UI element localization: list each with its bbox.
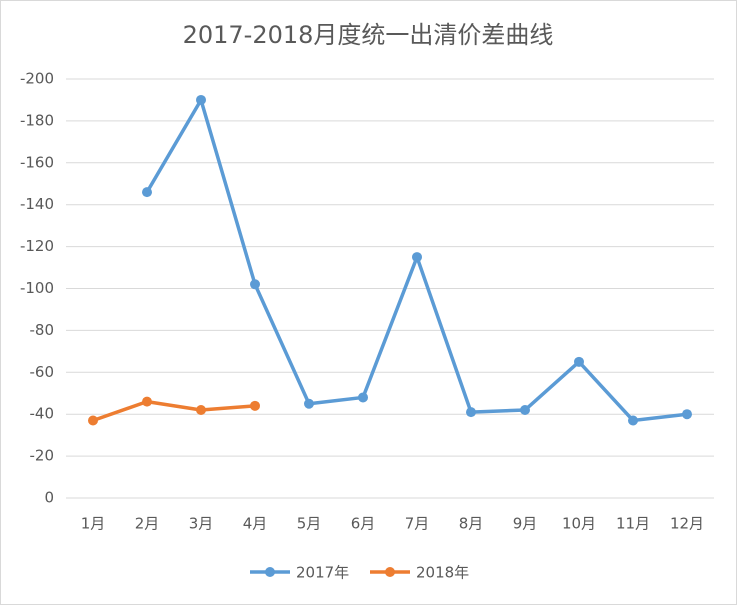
y-tick-label: -60: [30, 363, 55, 381]
x-tick-label: 8月: [459, 515, 484, 533]
x-tick-label: 2月: [135, 515, 160, 533]
data-point: [574, 356, 584, 367]
y-tick-label: -160: [20, 153, 54, 171]
y-tick-label: -200: [20, 70, 54, 88]
x-tick-label: 4月: [243, 515, 268, 533]
data-point: [142, 187, 152, 198]
data-point: [520, 405, 530, 416]
data-point: [142, 396, 152, 407]
x-tick-label: 1月: [81, 515, 106, 533]
x-tick-label: 11月: [616, 515, 650, 533]
x-tick-label: 5月: [297, 515, 322, 533]
data-point: [412, 252, 422, 263]
series-line: [92, 399, 256, 423]
data-point: [466, 407, 476, 418]
data-point: [358, 392, 368, 403]
x-tick-label: 10月: [562, 515, 596, 533]
chart-title: 2017-2018月度统一出清价差曲线: [183, 21, 554, 49]
y-tick-label: -80: [30, 321, 55, 339]
data-point: [250, 400, 260, 411]
y-tick-label: -120: [20, 237, 54, 255]
data-point: [304, 398, 314, 409]
x-tick-label: 3月: [189, 515, 214, 533]
x-tick-label: 9月: [513, 515, 538, 533]
y-tick-label: -20: [30, 447, 55, 465]
y-tick-label: -40: [30, 405, 55, 423]
data-point: [682, 409, 692, 420]
y-tick-label: 0: [44, 489, 54, 507]
data-point: [250, 279, 260, 290]
data-point: [196, 405, 206, 416]
data-point: [88, 415, 98, 426]
x-tick-label: 7月: [405, 515, 430, 533]
legend-label: 2017年: [296, 564, 349, 582]
x-tick-label: 6月: [351, 515, 376, 533]
legend-label: 2018年: [416, 564, 469, 582]
legend-marker: [385, 567, 395, 577]
data-point: [196, 94, 206, 105]
y-tick-label: -180: [20, 111, 54, 129]
legend-marker: [265, 567, 275, 577]
x-tick-label: 12月: [670, 515, 704, 533]
y-tick-label: -140: [20, 195, 54, 213]
data-point: [628, 415, 638, 426]
y-tick-label: -100: [20, 279, 54, 297]
